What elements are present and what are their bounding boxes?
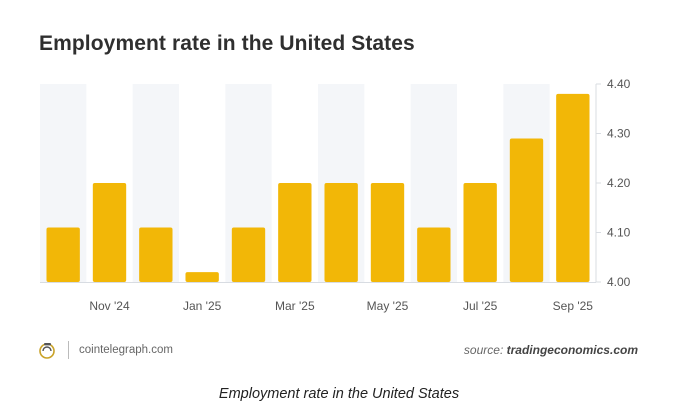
bar-7 (370, 183, 405, 282)
source-name: tradingeconomics.com (506, 343, 638, 357)
brand-divider (68, 341, 69, 359)
source-note: source: tradingeconomics.com (464, 343, 638, 357)
figure-caption: Employment rate in the United States (218, 386, 460, 402)
chart-card: Employment rate in the United States 4.0… (20, 14, 658, 374)
bar-5 (278, 183, 312, 282)
bar-11 (556, 93, 590, 283)
y-tick-label: 4.20 (607, 176, 631, 190)
bar-9 (463, 183, 497, 282)
x-tick-label: Sep '25 (553, 299, 594, 313)
x-tick-label: Jul '25 (463, 299, 498, 313)
bar-3 (185, 272, 219, 282)
y-tick-label: 4.10 (607, 226, 631, 240)
bar-1 (92, 183, 127, 282)
x-tick-label: Mar '25 (275, 299, 315, 313)
x-tick-label: May '25 (367, 299, 409, 313)
brand: cointelegraph.com (38, 339, 173, 361)
bar-0 (46, 227, 80, 282)
bar-chart: 4.00 4.10 4.20 4.30 4.40 Nov '24 Jan '25 Mar '2… (40, 77, 631, 313)
brand-name: cointelegraph.com (79, 344, 173, 356)
source-prefix: source: (463, 343, 504, 357)
x-tick-label: Jan '25 (183, 299, 222, 313)
y-tick-label: 4.00 (607, 275, 631, 289)
bar-4 (231, 227, 266, 282)
x-tick-label: Nov '24 (89, 299, 130, 313)
bar-10 (509, 138, 544, 282)
chart-title: Employment rate in the United States (39, 32, 415, 55)
bar-6 (324, 183, 358, 282)
cointelegraph-logo-icon (39, 343, 55, 359)
bar-2 (139, 227, 173, 282)
y-tick-label: 4.40 (607, 77, 631, 91)
y-tick-label: 4.30 (607, 127, 631, 141)
bar-8 (417, 227, 451, 282)
